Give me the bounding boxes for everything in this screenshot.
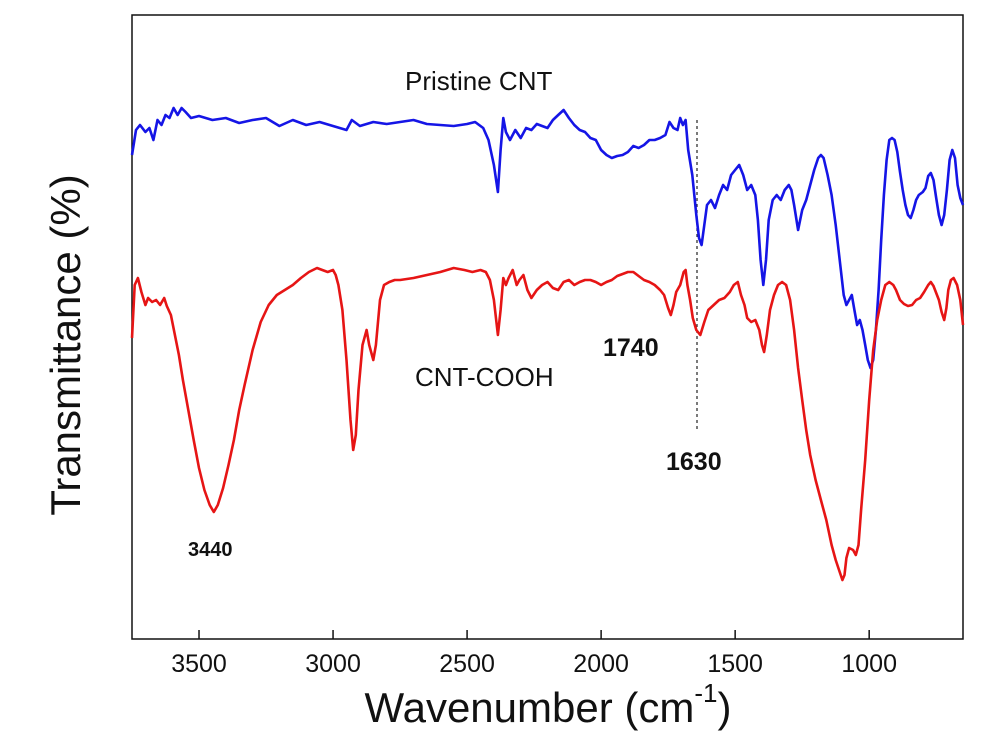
x-axis-title: Wavenumber (cm-1) xyxy=(365,678,732,731)
peak-label-1740: 1740 xyxy=(603,334,659,362)
peak-label-1630: 1630 xyxy=(666,448,722,476)
x-tick-label-2000: 2000 xyxy=(573,650,629,678)
series-label-cnt-cooh: CNT-COOH xyxy=(415,362,554,392)
x-tick-label-1000: 1000 xyxy=(841,650,897,678)
x-ticks xyxy=(198,630,870,639)
series-lines xyxy=(130,106,965,582)
x-tick-label-1500: 1500 xyxy=(707,650,763,678)
x-tick-label-3500: 3500 xyxy=(171,650,227,678)
series-line-cnt-cooh xyxy=(130,266,965,582)
peak-label-3440: 3440 xyxy=(188,539,233,561)
x-tick-label-2500: 2500 xyxy=(439,650,495,678)
plot-frame xyxy=(131,14,964,640)
x-tick-label-3000: 3000 xyxy=(305,650,361,678)
series-label-pristine-cnt: Pristine CNT xyxy=(405,66,552,96)
series-line-pristine-cnt xyxy=(130,106,965,370)
x-tick-labels: 3500 3000 2500 2000 1500 1000 xyxy=(171,650,897,678)
y-axis-title: Transmittance (%) xyxy=(42,174,89,516)
